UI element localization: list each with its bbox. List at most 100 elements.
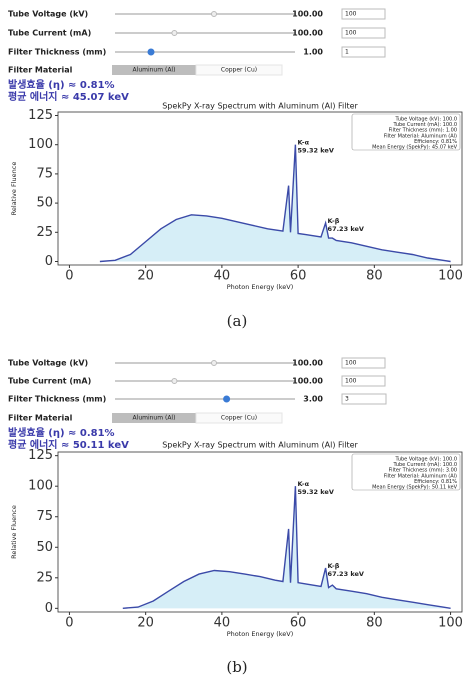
info-line: Mean Energy (SpekPy): 45.07 keV xyxy=(372,145,457,151)
button-label: Copper (Cu) xyxy=(221,67,257,74)
input-value: 100 xyxy=(345,360,357,367)
info-line: Efficiency: 0.81% xyxy=(414,479,457,485)
x-tick-label: 40 xyxy=(214,616,231,631)
y-tick-label: 100 xyxy=(28,479,53,494)
peak-name: K-α xyxy=(297,480,309,488)
y-tick-label: 50 xyxy=(36,196,53,211)
slider-thumb[interactable] xyxy=(211,11,217,17)
peak-energy: 67.23 keV xyxy=(328,225,364,233)
button-label: Copper (Cu) xyxy=(221,415,257,422)
plot-frame xyxy=(57,451,463,613)
info-line: Mean Energy (SpekPy): 50.11 keV xyxy=(372,485,457,491)
control-label: Tube Voltage (kV) xyxy=(8,10,88,19)
y-tick-label: 125 xyxy=(28,108,53,123)
input-box[interactable] xyxy=(341,393,387,405)
line xyxy=(122,486,451,609)
info-line: Tube Current (mA): 100.0 xyxy=(393,122,457,128)
caption: (a) xyxy=(227,312,248,330)
y-tick-label: 125 xyxy=(28,448,53,463)
control-value: 100.00 xyxy=(292,377,323,386)
input-value: 3 xyxy=(345,396,349,403)
y-tick-label: 0 xyxy=(45,254,53,269)
chart-title: SpekPy X-ray Spectrum with Aluminum (Al)… xyxy=(162,102,358,111)
control-value: 1.00 xyxy=(303,48,323,57)
input-box[interactable] xyxy=(341,357,386,369)
control-label: Tube Current (mA) xyxy=(8,377,91,386)
area xyxy=(99,144,451,262)
control-value: 3.00 xyxy=(303,395,323,404)
control-value: 100.00 xyxy=(292,29,323,38)
peak-name: K-β xyxy=(328,217,340,225)
input-value: 1 xyxy=(345,49,349,56)
x-tick-label: 20 xyxy=(137,616,154,631)
efficiency: 발생효율 (η) ≈ 0.81% xyxy=(8,426,115,439)
x-tick-label: 60 xyxy=(290,616,307,631)
slider-thumb[interactable] xyxy=(223,395,231,403)
x-axis-label: Photon Energy (keV) xyxy=(227,630,294,638)
button-active[interactable] xyxy=(112,413,196,423)
info-line: Tube Current (mA): 100.0 xyxy=(393,462,457,468)
control-value: 100.00 xyxy=(292,359,323,368)
peak-energy: 67.23 keV xyxy=(328,570,364,578)
info-line: Filter Material: Aluminum (Al) xyxy=(384,473,457,479)
info-box xyxy=(351,453,461,491)
control-label: Filter Thickness (mm) xyxy=(8,395,106,404)
y-tick-label: 25 xyxy=(36,570,53,585)
input-value: 100 xyxy=(345,378,357,385)
efficiency: 발생효율 (η) ≈ 0.81% xyxy=(8,78,115,91)
button[interactable] xyxy=(195,412,283,424)
y-tick-label: 25 xyxy=(36,225,53,240)
slider-thumb[interactable] xyxy=(171,30,178,36)
button-active[interactable] xyxy=(112,65,196,75)
input-box[interactable] xyxy=(341,46,386,58)
x-tick-label: 80 xyxy=(366,269,383,284)
y-tick-label: 75 xyxy=(36,509,53,524)
slider-thumb[interactable] xyxy=(171,378,178,384)
x-tick-label: 100 xyxy=(438,616,463,631)
chart-title: SpekPy X-ray Spectrum with Aluminum (Al)… xyxy=(162,441,358,450)
input-box[interactable] xyxy=(341,375,386,387)
info-line: Filter Thickness (mm): 3.00 xyxy=(389,468,457,474)
input-box[interactable] xyxy=(341,27,386,39)
y-tick-label: 75 xyxy=(36,166,53,181)
slider-thumb[interactable] xyxy=(147,48,155,56)
x-axis-label: Photon Energy (keV) xyxy=(227,283,294,291)
x-tick-label: 0 xyxy=(65,616,73,631)
info-line: Filter Thickness (mm): 1.00 xyxy=(389,128,457,134)
button[interactable] xyxy=(195,64,283,76)
mean-energy: 평균 에너지 ≈ 50.11 keV xyxy=(8,438,129,451)
x-tick-label: 40 xyxy=(214,269,231,284)
caption: (b) xyxy=(226,658,247,676)
peak-name: K-α xyxy=(297,139,309,147)
y-tick-label: 0 xyxy=(45,601,53,616)
control-label: Filter Thickness (mm) xyxy=(8,48,106,57)
input-value: 100 xyxy=(345,11,357,18)
info-line: Efficiency: 0.81% xyxy=(414,139,457,145)
line xyxy=(99,144,451,263)
input-box[interactable] xyxy=(341,8,386,20)
mean-energy: 평균 에너지 ≈ 45.07 keV xyxy=(8,90,129,103)
y-tick-label: 50 xyxy=(36,540,53,555)
x-tick-label: 60 xyxy=(290,269,307,284)
info-line: Tube Voltage (kV): 100.0 xyxy=(395,457,457,463)
peak-energy: 59.32 keV xyxy=(297,147,333,155)
slider-thumb[interactable] xyxy=(211,360,217,366)
info-box xyxy=(351,113,461,151)
peak-name: K-β xyxy=(328,562,340,570)
x-tick-label: 80 xyxy=(366,616,383,631)
y-tick-label: 100 xyxy=(28,137,53,152)
y-axis-label: Relative Fluence xyxy=(10,505,18,559)
info-line: Filter Material: Aluminum (Al) xyxy=(384,133,457,139)
control-value: 100.00 xyxy=(292,10,323,19)
info-line: Tube Voltage (kV): 100.0 xyxy=(395,117,457,123)
control-label: Tube Current (mA) xyxy=(8,29,91,38)
peak-energy: 59.32 keV xyxy=(297,488,333,496)
button-label: Aluminum (Al) xyxy=(133,67,176,74)
material-label: Filter Material xyxy=(8,414,73,423)
input-value: 100 xyxy=(345,30,357,37)
control-label: Tube Voltage (kV) xyxy=(8,359,88,368)
button-label: Aluminum (Al) xyxy=(133,415,176,422)
material-label: Filter Material xyxy=(8,66,73,75)
x-tick-label: 100 xyxy=(438,269,463,284)
